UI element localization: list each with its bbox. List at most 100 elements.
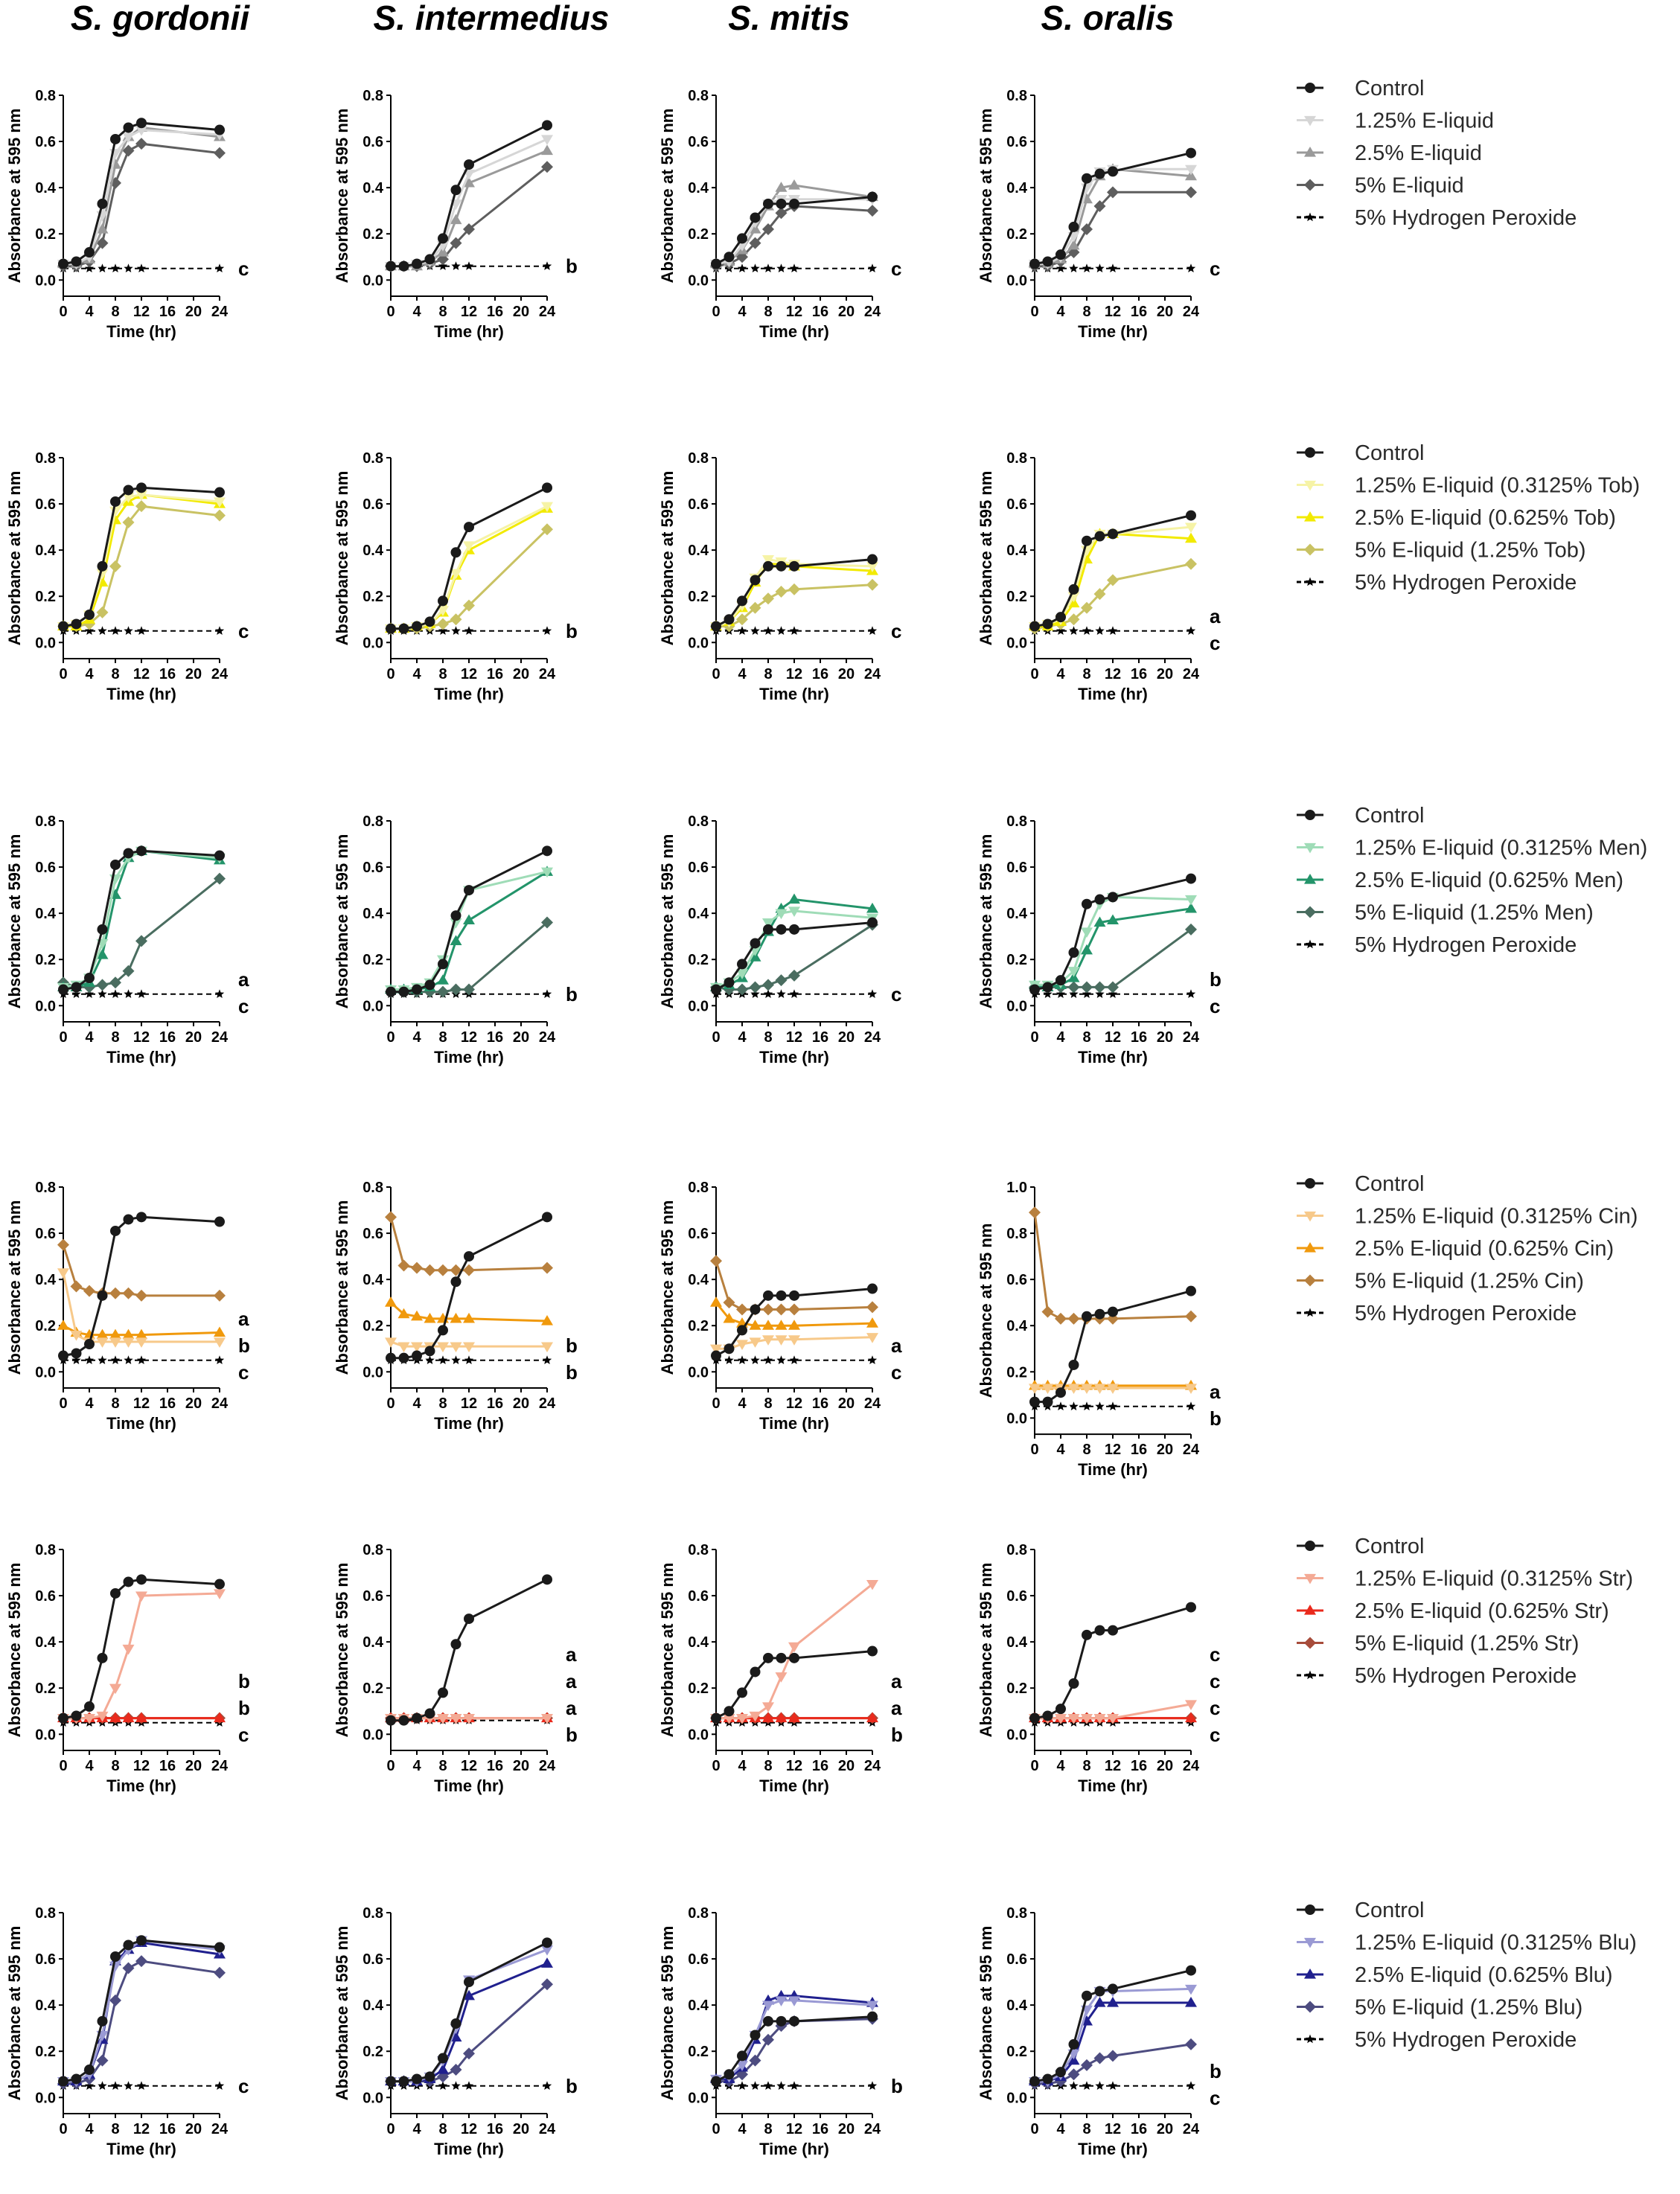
data-point-s0 [1042, 2073, 1053, 2085]
x-tick-label: 12 [1105, 1758, 1121, 1774]
data-point-s2 [775, 1320, 788, 1330]
y-tick-label: 0.4 [688, 543, 709, 559]
y-tick-label: 0.4 [362, 543, 384, 559]
x-tick-label: 20 [838, 1029, 855, 1046]
data-point-s1 [775, 1672, 788, 1683]
data-point-s3 [1041, 1305, 1054, 1318]
x-axis-title: Time (hr) [759, 1048, 829, 1066]
data-point-s0 [136, 1574, 147, 1585]
legend-label: Control [1355, 441, 1425, 465]
x-tick-label: 24 [211, 2121, 229, 2137]
x-tick-label: 4 [1056, 304, 1065, 320]
data-point-s0 [542, 1937, 552, 1948]
data-point-s0 [438, 233, 448, 244]
chart-r2-c2: 0.0 0.2 0.4 0.6 0.8 0 4 8 12 16 20 24 Time (hr) Absor… [658, 813, 901, 1066]
data-point-s0 [438, 1687, 448, 1698]
data-point-s0 [450, 1639, 461, 1650]
data-point-s3 [463, 599, 475, 612]
data-point-s2 [450, 1312, 462, 1323]
data-point-s0 [386, 623, 396, 634]
peroxide-point [789, 989, 799, 998]
y-tick-label: 0.6 [35, 134, 56, 150]
data-point-s0 [386, 2076, 396, 2087]
data-point-s1 [109, 506, 121, 517]
legend-marker [1304, 511, 1316, 522]
y-tick-label: 0.2 [1006, 589, 1027, 605]
x-tick-label: 0 [712, 2121, 720, 2137]
legend-row-3: Control 1.25% E-liquid (0.3125% Cin) 2.5% … [1297, 1172, 1638, 1325]
data-point-s0 [1094, 1986, 1105, 1997]
x-tick-label: 8 [1082, 666, 1090, 682]
x-tick-label: 8 [1082, 304, 1090, 320]
x-tick-label: 0 [1030, 1029, 1038, 1046]
y-tick-label: 0.8 [35, 1180, 56, 1196]
x-tick-label: 8 [111, 304, 119, 320]
x-tick-label: 8 [438, 1029, 447, 1046]
data-point-s1 [450, 569, 462, 580]
data-point-s0 [542, 1212, 552, 1223]
x-tick-label: 16 [159, 666, 176, 682]
data-point-s0 [386, 1715, 396, 1726]
peroxide-point [750, 989, 760, 998]
data-point-s0 [1094, 1308, 1105, 1320]
data-point-s1 [775, 1335, 788, 1346]
x-tick-label: 4 [738, 666, 747, 682]
peroxide-point [1108, 263, 1118, 272]
data-point-s3 [749, 237, 761, 249]
y-tick-label: 0.0 [35, 635, 56, 651]
data-point-s0 [1108, 892, 1118, 903]
y-tick-label: 0.2 [362, 226, 383, 243]
y-tick-label: 0.2 [35, 952, 56, 968]
data-point-s2 [1185, 1997, 1197, 2007]
y-tick-label: 0.6 [688, 1951, 709, 1968]
significance-letter: b [1210, 1407, 1221, 1430]
data-point-s2 [96, 223, 109, 234]
data-point-s2 [109, 1712, 121, 1723]
y-tick-label: 0.4 [1006, 543, 1028, 559]
data-point-s0 [450, 910, 461, 921]
peroxide-point [789, 1355, 799, 1364]
data-point-s0 [398, 260, 409, 272]
data-point-s1 [1185, 164, 1197, 176]
x-tick-label: 12 [461, 2121, 477, 2137]
x-tick-label: 4 [1056, 1442, 1065, 1458]
legend-label: 5% Hydrogen Peroxide [1355, 571, 1577, 595]
data-point-s0 [386, 1352, 396, 1363]
significance-letter: c [891, 258, 901, 280]
legend-row-0: Control 1.25% E-liquid 2.5% E-liquid 5% E-l… [1297, 77, 1577, 230]
data-point-s2 [437, 246, 449, 257]
x-tick-label: 4 [738, 1758, 747, 1774]
data-point-s1 [450, 1342, 462, 1353]
peroxide-point [84, 263, 95, 272]
data-point-s0 [1082, 173, 1092, 184]
data-point-s3 [775, 207, 788, 220]
x-tick-label: 20 [185, 1758, 202, 1774]
y-tick-label: 0.8 [1006, 450, 1027, 467]
legend-marker [1304, 543, 1316, 556]
data-point-s3 [762, 1303, 774, 1316]
x-axis-title: Time (hr) [1078, 322, 1148, 341]
data-point-s3 [214, 1966, 226, 1979]
data-point-s1 [788, 1335, 800, 1346]
peroxide-point [1186, 626, 1196, 635]
x-axis-title: Time (hr) [759, 322, 829, 341]
data-point-s0 [464, 885, 474, 896]
data-point-s0 [542, 120, 552, 131]
x-axis-title: Time (hr) [434, 322, 504, 341]
x-tick-label: 12 [461, 1758, 477, 1774]
x-tick-label: 24 [211, 304, 229, 320]
data-point-s2 [1185, 902, 1197, 913]
peroxide-point [214, 2081, 225, 2090]
x-tick-label: 4 [85, 1758, 94, 1774]
legend-label: 1.25% E-liquid (0.3125% Cin) [1355, 1205, 1638, 1229]
data-point-s0 [1068, 1678, 1079, 1689]
data-point-s0 [789, 560, 799, 572]
data-point-s1 [135, 1591, 147, 1602]
peroxide-point [867, 263, 878, 272]
data-point-s2 [541, 1957, 553, 1968]
data-point-s2 [1067, 239, 1080, 250]
data-point-s3 [541, 916, 553, 929]
y-tick-label: 0.2 [362, 1680, 383, 1697]
data-point-s3 [437, 1264, 449, 1276]
data-point-s0 [1068, 1359, 1079, 1370]
